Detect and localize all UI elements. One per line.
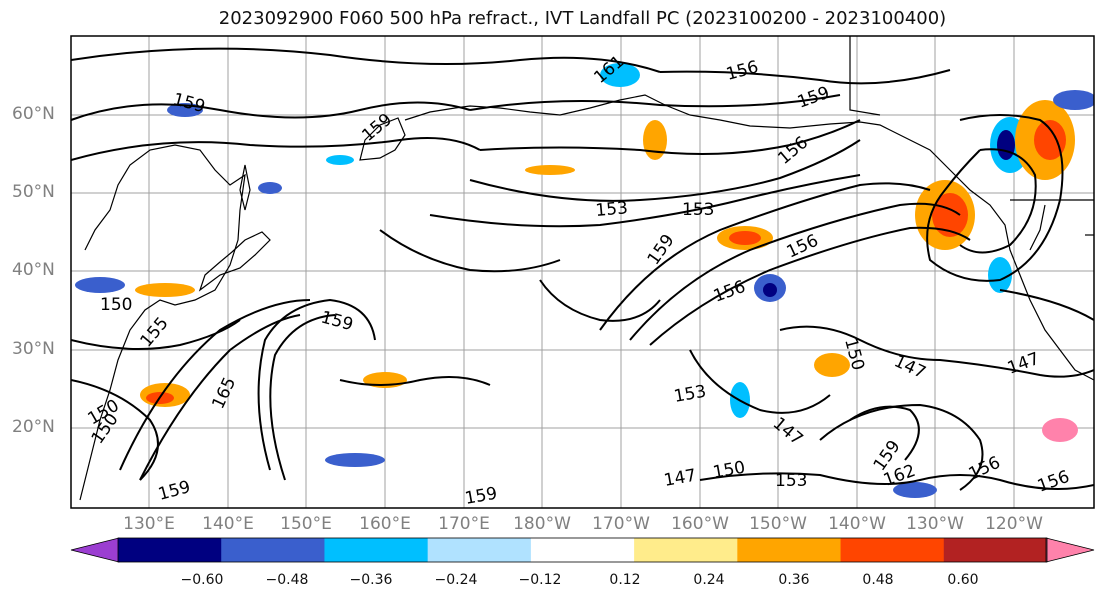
lat-label-40n: 40°N	[12, 260, 55, 280]
contour-label: 159	[156, 477, 193, 505]
lat-label-20n: 20°N	[12, 417, 55, 437]
shading-patches	[75, 63, 1094, 498]
colorbar-label: 0.60	[947, 572, 979, 588]
lat-label-50n: 50°N	[12, 182, 55, 202]
colorbar-segment	[530, 538, 635, 562]
colorbar-label: 0.24	[693, 572, 725, 588]
contour-label: 147	[769, 414, 807, 450]
colorbar-extend-min	[70, 537, 120, 563]
colorbar-label: −0.60	[180, 572, 224, 588]
graticule	[71, 36, 1094, 508]
colorbar-label: 0.36	[778, 572, 810, 588]
colorbar-segment	[221, 538, 325, 562]
colorbar-segment	[324, 538, 429, 562]
lat-label-60n: 60°N	[12, 104, 55, 124]
lon-label: 160°E	[359, 514, 411, 534]
colorbar-segment	[118, 538, 222, 562]
contour-label: 153	[595, 198, 629, 221]
colorbar-segment	[427, 538, 532, 562]
refractivity-contours	[71, 47, 1094, 491]
contour-label: 153	[682, 200, 714, 220]
contour-label: 150	[711, 458, 746, 483]
contour-label: 156	[774, 133, 812, 169]
colorbar-segment	[943, 538, 1048, 562]
colorbar	[70, 537, 1095, 563]
lon-label: 180°W	[513, 514, 571, 534]
lon-label: 170°E	[438, 514, 490, 534]
lon-label: 150°E	[280, 514, 332, 534]
map-frame	[70, 35, 1095, 509]
colorbar-label: 0.12	[609, 572, 641, 588]
contour-label: 153	[775, 471, 807, 491]
lon-label: 120°W	[985, 514, 1043, 534]
coastlines	[79, 36, 1094, 501]
contour-label: 150	[100, 295, 132, 315]
lon-label: 150°W	[749, 514, 807, 534]
lon-label: 130°W	[906, 514, 964, 534]
contour-label: 153	[672, 382, 707, 407]
lon-label: 140°E	[202, 514, 254, 534]
contour-label: 147	[662, 466, 697, 491]
contour-labels: 159 159 159 156 156 153 153 159 156 156 …	[85, 52, 1073, 509]
lon-label: 160°W	[671, 514, 729, 534]
map-panel: 159 159 159 156 156 153 153 159 156 156 …	[70, 35, 1095, 509]
colorbar-label: −0.24	[434, 572, 478, 588]
contour-label: 165	[208, 374, 240, 412]
contour-label: 159	[644, 231, 679, 269]
colorbar-label: −0.36	[349, 572, 393, 588]
colorbar-label: −0.12	[518, 572, 562, 588]
colorbar-label: 0.48	[862, 572, 894, 588]
colorbar-segment	[737, 538, 842, 562]
colorbar-segment	[634, 538, 738, 562]
colorbar-segments	[70, 537, 1095, 563]
lat-label-30n: 30°N	[12, 339, 55, 359]
colorbar-extend-max	[1045, 537, 1095, 563]
lon-label: 170°W	[592, 514, 650, 534]
colorbar-segment	[840, 538, 945, 562]
colorbar-outline	[117, 537, 1048, 563]
colorbar-label: −0.48	[265, 572, 309, 588]
contour-label: 159	[319, 308, 356, 336]
contour-label: 159	[463, 484, 498, 509]
lon-label: 130°E	[123, 514, 175, 534]
contour-label: 156	[711, 277, 748, 307]
contour-label: 156	[1035, 467, 1072, 497]
map-title: 2023092900 F060 500 hPa refract., IVT La…	[218, 8, 947, 29]
contour-label: 155	[137, 313, 173, 351]
lon-label: 140°W	[828, 514, 886, 534]
contour-label: 156	[724, 57, 761, 85]
contour-label: 159	[795, 83, 832, 113]
contour-label: 147	[891, 351, 929, 383]
